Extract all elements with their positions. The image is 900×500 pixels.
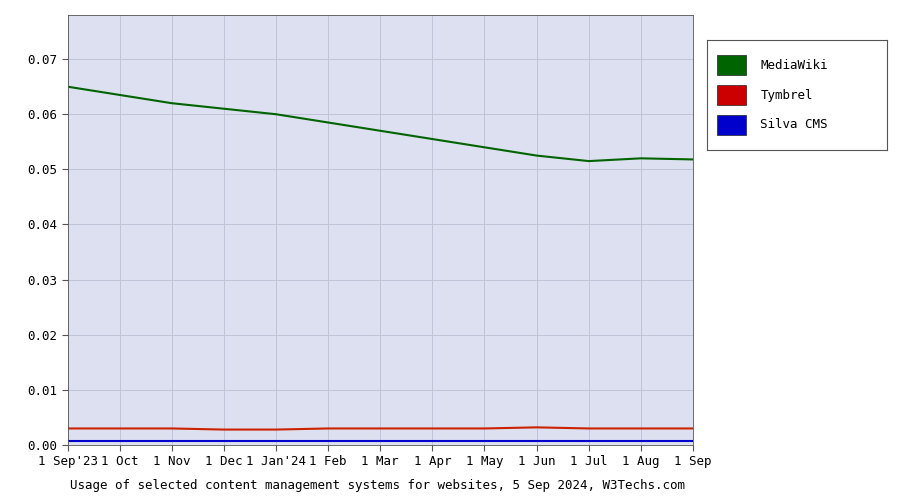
Text: Silva CMS: Silva CMS (760, 118, 828, 131)
Text: MediaWiki: MediaWiki (760, 59, 828, 72)
Bar (717, 115, 746, 134)
Bar (717, 56, 746, 75)
Text: Usage of selected content management systems for websites, 5 Sep 2024, W3Techs.c: Usage of selected content management sys… (70, 480, 686, 492)
Bar (717, 85, 746, 105)
Text: Tymbrel: Tymbrel (760, 88, 813, 102)
